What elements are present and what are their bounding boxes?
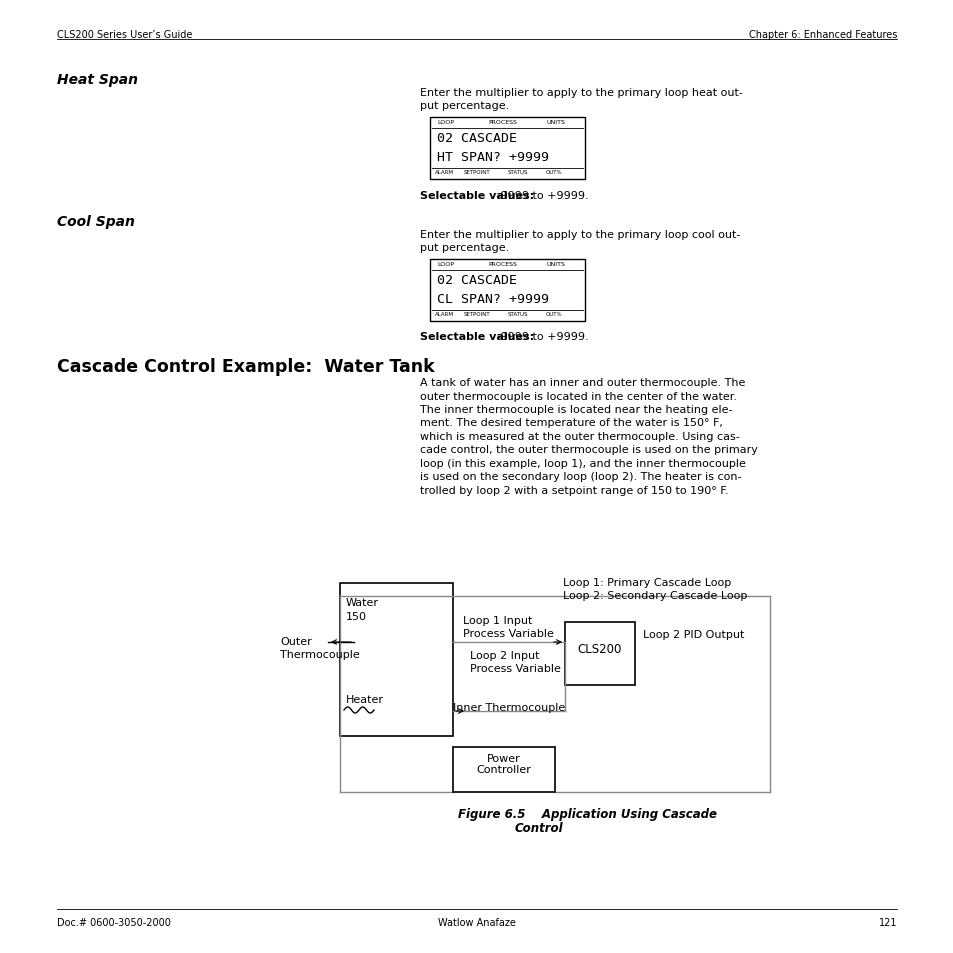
Text: cade control, the outer thermocouple is used on the primary: cade control, the outer thermocouple is … <box>419 445 757 455</box>
Text: which is measured at the outer thermocouple. Using cas-: which is measured at the outer thermocou… <box>419 432 739 441</box>
Text: Loop 2 PID Output: Loop 2 PID Output <box>642 629 743 639</box>
Text: outer thermocouple is located in the center of the water.: outer thermocouple is located in the cen… <box>419 391 737 401</box>
Text: PROCESS: PROCESS <box>488 120 517 125</box>
Text: trolled by loop 2 with a setpoint range of 150 to 190° F.: trolled by loop 2 with a setpoint range … <box>419 485 728 496</box>
Text: Loop 1: Primary Cascade Loop: Loop 1: Primary Cascade Loop <box>562 578 731 587</box>
Text: UNITS: UNITS <box>546 120 565 125</box>
Text: CL SPAN? +9999: CL SPAN? +9999 <box>436 293 548 306</box>
Text: Inner Thermocouple: Inner Thermocouple <box>453 702 565 712</box>
Text: loop (in this example, loop 1), and the inner thermocouple: loop (in this example, loop 1), and the … <box>419 458 745 469</box>
Text: The inner thermocouple is located near the heating ele-: The inner thermocouple is located near t… <box>419 405 732 415</box>
Text: Outer: Outer <box>280 637 312 646</box>
Text: Process Variable: Process Variable <box>462 628 554 639</box>
Text: Doc.# 0600-3050-2000: Doc.# 0600-3050-2000 <box>57 917 171 927</box>
Text: Cool Span: Cool Span <box>57 214 134 229</box>
Text: 02 CASCADE: 02 CASCADE <box>436 274 517 287</box>
Bar <box>430 260 584 322</box>
Text: 02 CASCADE: 02 CASCADE <box>436 132 517 145</box>
Text: A tank of water has an inner and outer thermocouple. The: A tank of water has an inner and outer t… <box>419 377 744 388</box>
Text: Selectable values:: Selectable values: <box>419 332 534 341</box>
Text: Loop 1 Input: Loop 1 Input <box>462 616 532 625</box>
Text: UNITS: UNITS <box>546 262 565 267</box>
Text: Watlow Anafaze: Watlow Anafaze <box>437 917 516 927</box>
Text: OUT%: OUT% <box>545 170 562 174</box>
Text: LOOP: LOOP <box>436 262 454 267</box>
Text: Figure 6.5    Application Using Cascade: Figure 6.5 Application Using Cascade <box>457 807 717 821</box>
Text: Heat Span: Heat Span <box>57 73 138 87</box>
Text: -9999 to +9999.: -9999 to +9999. <box>493 191 588 201</box>
Text: 121: 121 <box>878 917 896 927</box>
Text: CLS200 Series User’s Guide: CLS200 Series User’s Guide <box>57 30 193 40</box>
Text: ment. The desired temperature of the water is 150° F,: ment. The desired temperature of the wat… <box>419 418 722 428</box>
Bar <box>564 622 635 685</box>
Text: Water: Water <box>346 598 378 607</box>
Text: HT SPAN? +9999: HT SPAN? +9999 <box>436 151 548 164</box>
Text: Selectable values:: Selectable values: <box>419 191 534 201</box>
Text: is used on the secondary loop (loop 2). The heater is con-: is used on the secondary loop (loop 2). … <box>419 472 740 482</box>
Text: put percentage.: put percentage. <box>419 101 509 111</box>
Text: Loop 2: Secondary Cascade Loop: Loop 2: Secondary Cascade Loop <box>562 590 746 600</box>
Text: Enter the multiplier to apply to the primary loop heat out-: Enter the multiplier to apply to the pri… <box>419 88 742 98</box>
Text: SETPOINT: SETPOINT <box>463 170 490 174</box>
Text: 150: 150 <box>346 612 367 621</box>
Text: Cascade Control Example:  Water Tank: Cascade Control Example: Water Tank <box>57 357 435 375</box>
Text: Control: Control <box>515 821 563 834</box>
Text: Heater: Heater <box>346 695 384 704</box>
Text: Power
Controller: Power Controller <box>476 753 531 775</box>
Text: CLS200: CLS200 <box>578 642 621 656</box>
Bar <box>339 583 453 737</box>
Text: OUT%: OUT% <box>545 312 562 316</box>
Bar <box>453 747 555 792</box>
Text: -9999 to +9999.: -9999 to +9999. <box>493 332 588 341</box>
Text: Process Variable: Process Variable <box>470 663 560 673</box>
Text: STATUS: STATUS <box>507 312 528 316</box>
Text: ALARM: ALARM <box>435 170 454 174</box>
Bar <box>430 118 584 180</box>
Text: PROCESS: PROCESS <box>488 262 517 267</box>
Text: ALARM: ALARM <box>435 312 454 316</box>
Text: Chapter 6: Enhanced Features: Chapter 6: Enhanced Features <box>748 30 896 40</box>
Text: SETPOINT: SETPOINT <box>463 312 490 316</box>
Text: Loop 2 Input: Loop 2 Input <box>470 650 539 660</box>
Text: put percentage.: put percentage. <box>419 243 509 253</box>
Text: STATUS: STATUS <box>507 170 528 174</box>
Text: Thermocouple: Thermocouple <box>280 649 359 659</box>
Text: LOOP: LOOP <box>436 120 454 125</box>
Text: Enter the multiplier to apply to the primary loop cool out-: Enter the multiplier to apply to the pri… <box>419 230 740 240</box>
